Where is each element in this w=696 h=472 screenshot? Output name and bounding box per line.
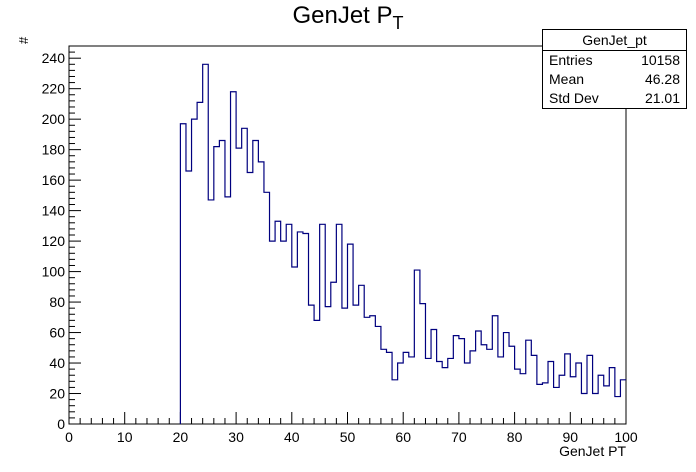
stats-row-mean: Mean 46.28: [543, 70, 686, 89]
chart-title: GenJet PT: [0, 2, 696, 34]
x-axis: 0 10 20 30 40 50 60 70 80 90 100: [65, 412, 638, 445]
stats-entries-label: Entries: [549, 52, 593, 68]
x-tick-label: 80: [507, 429, 523, 445]
stats-mean-value: 46.28: [644, 71, 680, 87]
y-tick-label: 180: [42, 142, 66, 158]
x-tick-label: 20: [173, 429, 189, 445]
x-tick-label: 40: [284, 429, 300, 445]
x-axis-label: GenJet PT: [559, 443, 626, 459]
y-tick-label: 100: [42, 264, 66, 280]
histogram-series: [179, 63, 626, 424]
y-tick-label: 20: [49, 386, 65, 402]
stats-entries-value: 10158: [641, 52, 680, 68]
y-tick-label: 220: [42, 81, 66, 97]
stats-row-entries: Entries 10158: [543, 51, 686, 70]
x-tick-label: 0: [65, 429, 73, 445]
stats-row-stddev: Std Dev 21.01: [543, 89, 686, 108]
stats-box: GenJet_pt Entries 10158 Mean 46.28 Std D…: [542, 29, 687, 109]
y-tick-label: 160: [42, 172, 66, 188]
y-tick-label: 40: [49, 355, 65, 371]
x-tick-label: 60: [395, 429, 411, 445]
x-tick-label: 50: [340, 429, 356, 445]
chart-title-text: GenJet P: [292, 2, 393, 29]
y-axis: 0 20 40 60 80 100 120 140 160 180 200 220 240: [42, 45, 81, 432]
stats-title: GenJet_pt: [543, 30, 686, 51]
stats-stddev-label: Std Dev: [549, 90, 599, 106]
y-tick-label: 0: [57, 416, 65, 432]
x-tick-label: 90: [563, 429, 579, 445]
x-tick-label: 70: [451, 429, 467, 445]
x-tick-label: 30: [228, 429, 244, 445]
stats-mean-label: Mean: [549, 71, 585, 87]
histogram-line: [179, 63, 626, 424]
y-tick-label: 60: [49, 325, 65, 341]
y-tick-label: 200: [42, 111, 66, 127]
y-tick-label: 120: [42, 233, 66, 249]
y-tick-label: 240: [42, 50, 66, 66]
y-axis-label: #: [16, 36, 31, 44]
stats-stddev-value: 21.01: [644, 90, 680, 106]
y-tick-label: 80: [49, 294, 65, 310]
y-tick-label: 140: [42, 203, 66, 219]
x-tick-label: 100: [614, 429, 638, 445]
chart-title-subscript: T: [392, 13, 404, 33]
x-tick-label: 10: [117, 429, 133, 445]
